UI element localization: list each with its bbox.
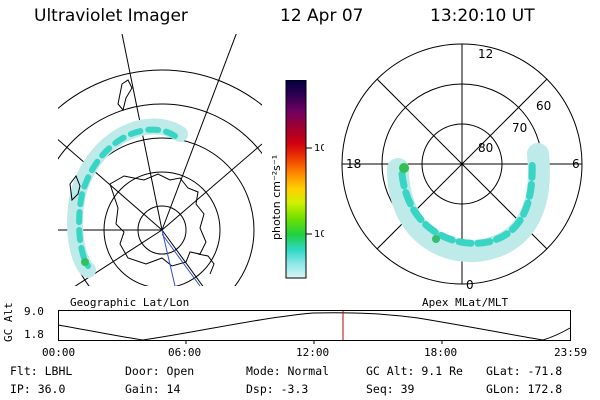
mlt-label-12: 12: [478, 47, 493, 61]
mlt-label-0: 0: [466, 278, 474, 292]
colorbar-tick-10: 10: [314, 229, 324, 240]
altitude-xtick-2359: 23:59: [554, 346, 588, 359]
altitude-xtick-0600: 06:00: [168, 346, 202, 359]
time-label: 13:20:10 UT: [430, 6, 535, 26]
altitude-xtick-1800: 18:00: [424, 346, 458, 359]
info-dsp: Dsp: -3.3: [246, 382, 309, 396]
info-gain: Gain: 14: [125, 382, 181, 396]
geographic-map: [58, 34, 262, 287]
mlat-label-70: 70: [512, 121, 527, 135]
info-seq: Seq: 39: [366, 382, 415, 396]
info-ip: IP: 36.0: [10, 382, 66, 396]
aurora-oval-geographic: [67, 118, 188, 278]
mlt-label-18: 18: [346, 157, 361, 171]
altitude-xtick-1200: 12:00: [296, 346, 330, 359]
altitude-plot: [58, 310, 571, 344]
info-gc-alt: GC Alt: 9.1 Re: [366, 364, 463, 378]
altitude-ytick-min: 1.8: [24, 328, 44, 341]
aurora-oval-apex: [387, 143, 550, 263]
apex-polar-map: 12 18 6 0 60 70 80: [341, 43, 583, 292]
date-label: 12 Apr 07: [280, 6, 364, 26]
info-glat: GLat: -71.8: [486, 364, 563, 378]
geographic-map-label: Geographic Lat/Lon: [70, 296, 190, 309]
colorbar: 100 10 photon cm⁻²s⁻¹: [270, 80, 324, 279]
mlat-label-60: 60: [536, 99, 551, 113]
info-mode: Mode: Normal: [246, 364, 330, 378]
info-door: Door: Open: [125, 364, 195, 378]
instrument-title: Ultraviolet Imager: [34, 6, 188, 26]
colorbar-tick-100: 100: [314, 143, 324, 154]
altitude-ylabel-wrap: GC Alt: [2, 302, 18, 342]
coastline-outline: [69, 79, 215, 275]
apex-map-label: Apex MLat/MLT: [422, 296, 509, 309]
colorbar-unit-label: photon cm⁻²s⁻¹: [270, 155, 283, 240]
mlt-label-6: 6: [572, 157, 580, 171]
altitude-xtick-0000: 00:00: [42, 346, 76, 359]
mlat-label-80: 80: [478, 141, 493, 155]
altitude-ytick-max: 9.0: [24, 305, 44, 318]
info-flt: Flt: LBHL: [10, 364, 73, 378]
altitude-ylabel: GC Alt: [2, 302, 15, 342]
info-glon: GLon: 172.8: [486, 382, 563, 396]
